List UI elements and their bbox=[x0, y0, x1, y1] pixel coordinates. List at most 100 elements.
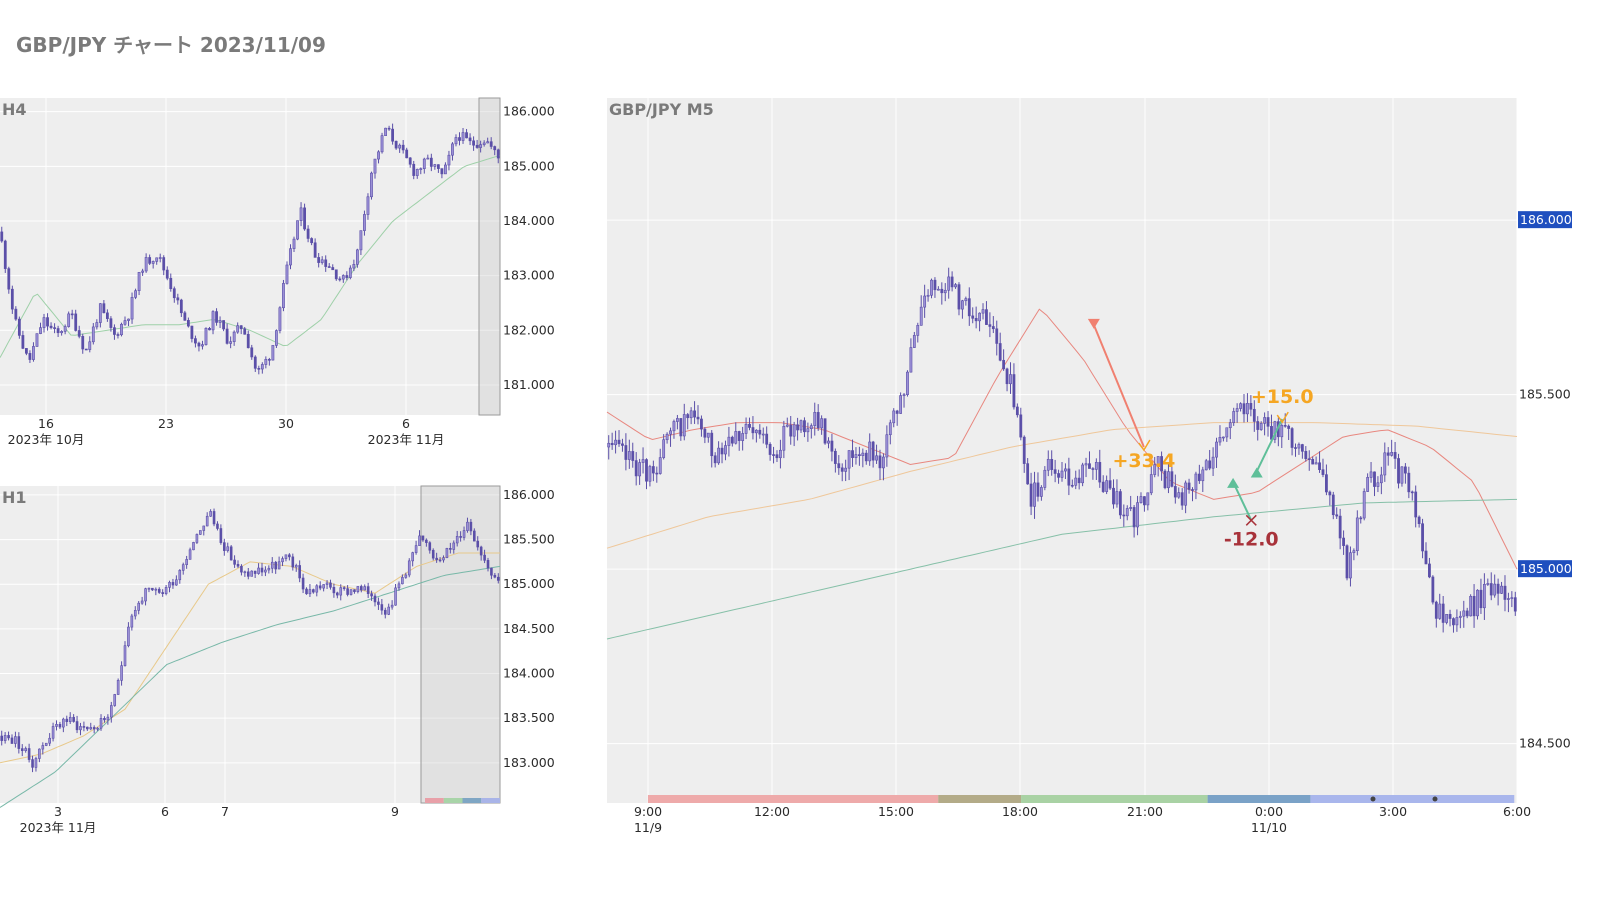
candle-body bbox=[645, 459, 648, 482]
candle-body bbox=[260, 364, 264, 370]
candle-body bbox=[1053, 469, 1057, 474]
candle-body bbox=[42, 317, 46, 328]
candle-body bbox=[878, 455, 882, 469]
candle-body bbox=[607, 442, 611, 448]
candle-body bbox=[672, 421, 676, 432]
candle-body bbox=[823, 418, 827, 444]
sell-entry-marker bbox=[1087, 318, 1100, 329]
candle-body bbox=[1280, 425, 1284, 438]
candle-body bbox=[449, 548, 452, 550]
candle-body bbox=[440, 168, 444, 175]
candle-body bbox=[202, 525, 206, 531]
candle-body bbox=[627, 451, 631, 460]
x-tick-label: 18:00 bbox=[1002, 804, 1038, 819]
candle-body bbox=[205, 515, 209, 527]
candle-body bbox=[785, 424, 789, 427]
candle-body bbox=[270, 561, 274, 569]
candle-body bbox=[1249, 403, 1253, 410]
candle-body bbox=[391, 128, 395, 142]
candle-body bbox=[288, 554, 291, 558]
candle-body bbox=[1149, 474, 1153, 494]
y-tick-label: 184.000 bbox=[503, 666, 555, 681]
candle-body bbox=[175, 579, 178, 586]
candle-body bbox=[181, 564, 185, 571]
x-tick-label: 23 bbox=[158, 416, 174, 431]
candle-body bbox=[496, 576, 500, 581]
candle-body bbox=[144, 257, 148, 272]
y-tick-label: 186.000 bbox=[503, 104, 555, 119]
candle-body bbox=[370, 172, 373, 198]
candle-body bbox=[1287, 425, 1291, 429]
panel-title: GBP/JPY M5 bbox=[609, 100, 714, 119]
candle-body bbox=[775, 454, 779, 459]
candle-body bbox=[345, 275, 349, 278]
candle-body bbox=[902, 394, 906, 396]
candle-body bbox=[1139, 496, 1143, 503]
candle-body bbox=[748, 423, 751, 428]
candle-body bbox=[1153, 464, 1157, 475]
candle-body bbox=[1029, 483, 1033, 507]
candle-body bbox=[1338, 515, 1342, 539]
candle-body bbox=[978, 312, 981, 322]
candle-body bbox=[1070, 484, 1074, 487]
candle-body bbox=[1458, 615, 1462, 618]
candle-body bbox=[1331, 494, 1335, 516]
candle-body bbox=[1294, 447, 1297, 449]
candle-body bbox=[1235, 408, 1239, 412]
candle-body bbox=[120, 665, 123, 681]
candle-body bbox=[363, 214, 366, 231]
candle-body bbox=[1311, 459, 1315, 465]
candle-body bbox=[868, 441, 872, 462]
candle-body bbox=[151, 261, 155, 264]
candle-body bbox=[39, 327, 42, 334]
candle-body bbox=[638, 462, 642, 477]
candle-body bbox=[1101, 481, 1105, 492]
candle-body bbox=[1208, 460, 1212, 469]
candle-body bbox=[155, 257, 159, 262]
candle-body bbox=[772, 454, 775, 456]
candle-body bbox=[641, 459, 645, 463]
candle-body bbox=[67, 313, 71, 327]
candle-body bbox=[1252, 408, 1256, 422]
candle-body bbox=[1242, 403, 1246, 415]
candle-body bbox=[148, 257, 152, 264]
candle-body bbox=[693, 410, 696, 418]
candle-body bbox=[394, 587, 397, 606]
candle-body bbox=[292, 238, 296, 249]
candle-body bbox=[401, 577, 404, 585]
candle-body bbox=[346, 588, 349, 595]
candle-body bbox=[1438, 603, 1442, 619]
candle-body bbox=[387, 127, 391, 130]
candle-body bbox=[56, 328, 60, 334]
candle-body bbox=[489, 141, 493, 147]
candle-body bbox=[0, 735, 4, 741]
candle-body bbox=[24, 748, 27, 751]
candle-body bbox=[274, 561, 277, 570]
candle-body bbox=[349, 589, 353, 595]
candle-body bbox=[301, 577, 305, 590]
candle-body bbox=[1486, 583, 1490, 585]
candle-body bbox=[219, 528, 223, 543]
candle-body bbox=[871, 441, 875, 461]
candle-body bbox=[243, 328, 247, 335]
candle-body bbox=[377, 601, 380, 605]
candle-body bbox=[844, 467, 848, 472]
candle-body bbox=[10, 737, 14, 744]
candle-body bbox=[212, 511, 216, 525]
candle-body bbox=[246, 571, 250, 577]
candle-body bbox=[127, 318, 130, 321]
candle-body bbox=[257, 368, 261, 370]
candle-body bbox=[1033, 482, 1036, 507]
candle-body bbox=[1173, 486, 1177, 498]
candle-body bbox=[758, 429, 762, 435]
candle-body bbox=[1122, 514, 1126, 517]
candle-body bbox=[482, 142, 486, 145]
candle-body bbox=[113, 694, 117, 706]
chart-panel-h4: 181.000 182.000 183.000 184.000 185.000 186.0… bbox=[0, 97, 555, 447]
session-bar-1 bbox=[425, 798, 444, 803]
candle-body bbox=[799, 420, 803, 431]
candle-body bbox=[710, 432, 714, 457]
candle-body bbox=[89, 727, 93, 730]
candle-body bbox=[315, 585, 319, 593]
candle-body bbox=[192, 542, 195, 551]
